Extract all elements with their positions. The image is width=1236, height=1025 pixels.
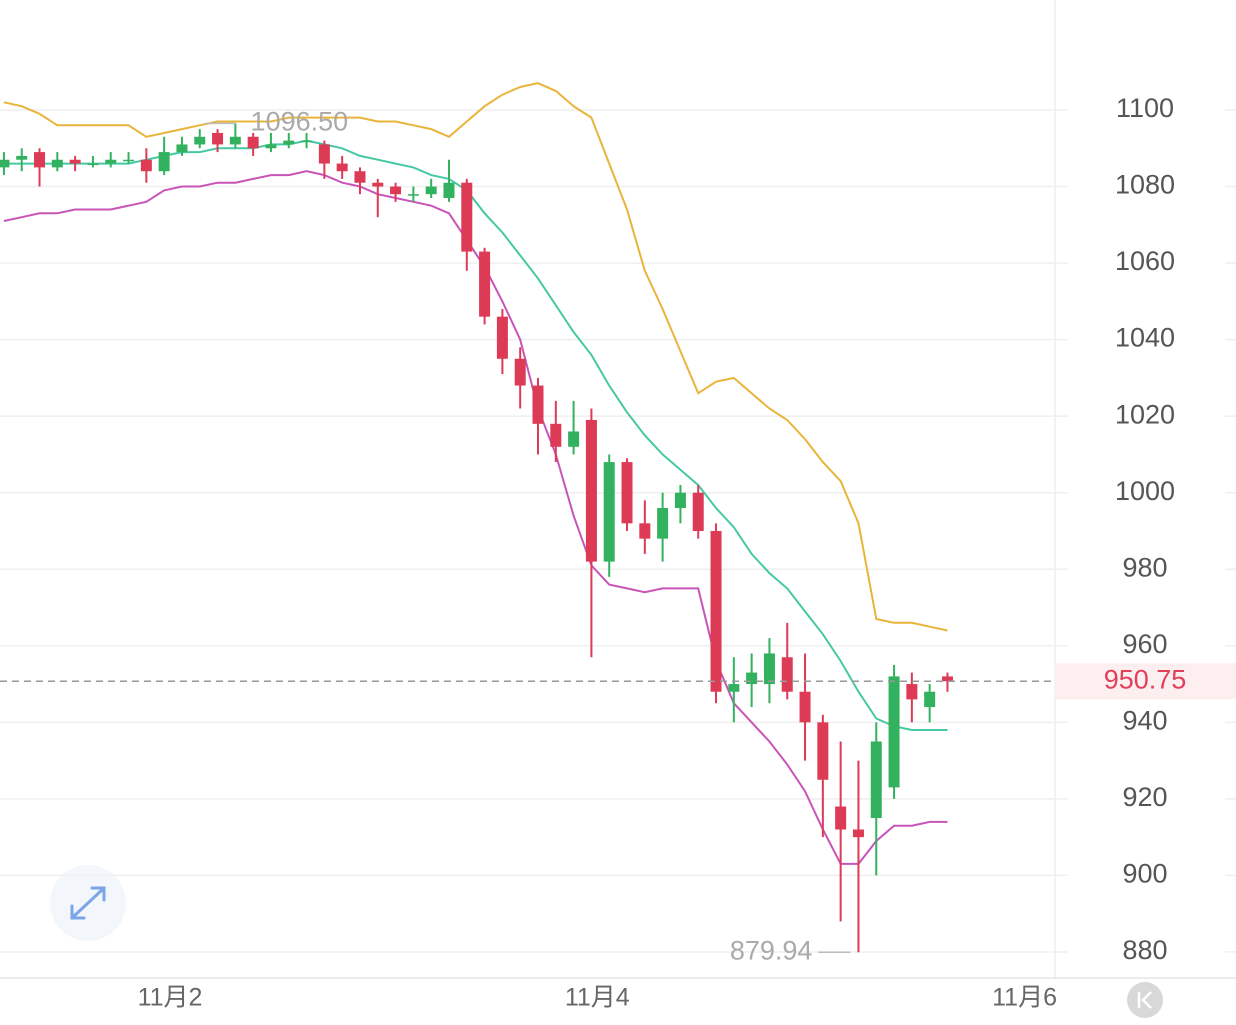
candle-body	[532, 385, 544, 424]
candle-body	[87, 163, 99, 166]
candle-body	[906, 684, 918, 700]
y-tick-label: 900	[1122, 859, 1167, 889]
candle-body	[390, 186, 402, 195]
candle-body	[674, 492, 686, 509]
y-tick-label: 920	[1122, 782, 1167, 812]
candles	[0, 123, 953, 953]
y-tick-label: 1080	[1115, 170, 1175, 200]
y-tick-label: 940	[1122, 705, 1167, 735]
y-tick-label: 1000	[1115, 476, 1175, 506]
candle-body	[888, 676, 900, 788]
candle-body	[51, 159, 63, 168]
y-tick-label: 980	[1122, 552, 1167, 582]
y-tick-label: 1100	[1116, 93, 1174, 123]
y-tick-label: 960	[1122, 629, 1167, 659]
candle-body	[194, 136, 206, 145]
x-tick-label: 11月2	[138, 984, 203, 1012]
candle-body	[870, 741, 882, 819]
candle-body	[140, 159, 152, 172]
candle-body	[603, 462, 615, 562]
candle-body	[354, 171, 366, 183]
candle-body	[924, 691, 936, 708]
candle-body	[799, 691, 811, 723]
candle-body	[835, 806, 847, 830]
candle-body	[817, 722, 829, 780]
y-tick-label: 1020	[1115, 399, 1175, 429]
candle-body	[69, 159, 81, 164]
reset-icon[interactable]	[1137, 991, 1152, 1009]
candle-body	[781, 657, 793, 692]
last-price-label: 950.75	[1104, 664, 1187, 694]
candle-body	[763, 653, 775, 685]
candle-body	[461, 182, 473, 252]
candle-body	[657, 508, 669, 539]
expand-icon[interactable]	[70, 886, 106, 920]
max-label: 1096.50	[251, 107, 349, 137]
candle-body	[247, 136, 259, 149]
candle-body	[568, 431, 580, 447]
candle-body	[550, 423, 562, 447]
band-line	[3, 82, 948, 632]
grid	[0, 109, 1236, 953]
reset-button-bg[interactable]	[1127, 982, 1163, 1018]
candle-body	[212, 132, 224, 145]
band-line	[3, 139, 948, 731]
y-tick-label: 1060	[1115, 246, 1175, 276]
y-tick-label: 1040	[1115, 323, 1175, 353]
candle-body	[336, 163, 348, 172]
candle-body	[621, 462, 633, 524]
overlay: 880 900 920 940 960 980 1000 1020 1040 1060 1080 11…	[0, 93, 1236, 1012]
expand-button[interactable]	[50, 865, 126, 941]
x-tick-label: 11月6	[992, 984, 1057, 1012]
candle-body	[16, 155, 28, 160]
candle-body	[941, 676, 953, 682]
candle-body	[0, 159, 10, 168]
candle-body	[639, 523, 651, 539]
candle-body	[105, 159, 117, 164]
candle-body	[425, 186, 437, 195]
candle-body	[176, 144, 188, 153]
candle-body	[443, 182, 455, 199]
candle-body	[746, 672, 758, 685]
min-label: 879.94	[730, 935, 813, 965]
candle-body	[585, 419, 597, 562]
candle-body	[158, 152, 170, 172]
candle-body	[229, 136, 241, 145]
candle-body	[728, 684, 740, 692]
candle-body	[692, 492, 704, 531]
candle-body	[514, 358, 526, 386]
candle-body	[479, 251, 491, 317]
last-price-box	[1055, 663, 1236, 700]
candle-body	[318, 144, 330, 164]
candle-body	[496, 316, 508, 359]
candle-body	[407, 194, 419, 196]
candle-body	[301, 140, 313, 143]
y-tick-label: 880	[1122, 935, 1167, 965]
candle-body	[372, 182, 384, 187]
band-line	[3, 170, 948, 865]
candle-body	[283, 140, 295, 145]
x-tick-label: 11月4	[565, 984, 630, 1012]
candle-body	[710, 530, 722, 692]
candle-body	[852, 829, 864, 838]
candle-body	[123, 159, 135, 162]
reset-button[interactable]	[1127, 982, 1163, 1018]
candle-body	[34, 152, 46, 168]
candle-body	[265, 144, 277, 149]
